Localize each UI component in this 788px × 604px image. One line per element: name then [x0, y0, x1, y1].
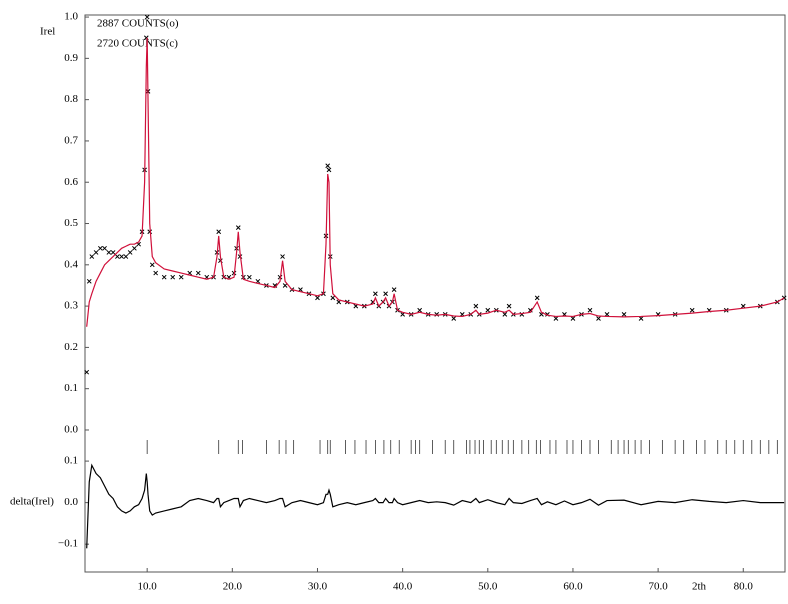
- observed-point: [451, 316, 457, 321]
- observed-point: [506, 303, 512, 309]
- x-tick-label: 20.0: [223, 581, 243, 593]
- y-tick-label: 0.2: [64, 341, 78, 353]
- observed-point: [621, 312, 627, 317]
- observed-point: [326, 167, 332, 173]
- y-tick-label: 0.7: [64, 134, 78, 146]
- x-tick-label: 70.0: [648, 581, 668, 593]
- observed-point: [638, 316, 644, 321]
- x-tick-label: 30.0: [308, 581, 328, 593]
- observed-point: [89, 254, 95, 259]
- y-tick-label: 0.6: [64, 176, 78, 188]
- x-tick-label: 40.0: [393, 581, 413, 593]
- y-axis-label: delta(Irel): [10, 496, 54, 508]
- x-tick-label: 60.0: [563, 581, 583, 593]
- observed-point: [604, 312, 610, 317]
- y-tick-label: 0.4: [64, 258, 78, 270]
- observed-point: [127, 250, 133, 255]
- series-line: [86, 463, 785, 549]
- y-axis-label: Irel: [40, 26, 55, 38]
- observed-point: [195, 270, 201, 276]
- plot-frame: [84, 14, 786, 573]
- observed-point: [119, 254, 124, 259]
- y-tick-label: 0.5: [64, 217, 78, 229]
- y-tick-label: 1.0: [64, 11, 78, 23]
- x-tick-label: 10.0: [138, 581, 158, 593]
- observed-point: [534, 295, 540, 301]
- y-tick-label: 0.3: [64, 300, 78, 312]
- observed-point: [106, 250, 112, 255]
- observed-point: [434, 312, 440, 317]
- observed-point: [170, 274, 176, 280]
- observed-point: [97, 245, 103, 251]
- observed-point: [216, 229, 222, 235]
- x-tick-label: 50.0: [478, 581, 498, 593]
- observed-point: [417, 307, 423, 313]
- y-tick-label: −0.1: [58, 538, 78, 550]
- observed-point: [84, 369, 90, 375]
- observed-point: [325, 163, 331, 169]
- observed-point: [485, 307, 491, 313]
- observed-point: [247, 274, 252, 280]
- observed-point: [102, 245, 107, 251]
- observed-point: [473, 303, 479, 309]
- observed-point: [383, 291, 388, 297]
- observed-point: [153, 270, 159, 276]
- observed-point: [373, 291, 378, 297]
- observed-point: [280, 254, 285, 259]
- annotation: 2887 COUNTS(o): [97, 18, 179, 30]
- observed-point: [330, 295, 336, 301]
- y-tick-label: 0.1: [64, 382, 78, 394]
- observed-point: [553, 316, 559, 321]
- x-tick-label: 80.0: [734, 581, 754, 593]
- observed-point: [391, 287, 397, 292]
- observed-point: [235, 225, 241, 231]
- observed-point: [282, 283, 288, 288]
- observed-point: [587, 307, 593, 313]
- observed-point: [110, 250, 116, 255]
- observed-point: [161, 274, 167, 280]
- y-tick-label: 0.1: [64, 455, 78, 467]
- observed-point: [115, 254, 120, 259]
- observed-point: [86, 278, 92, 284]
- series-line: [86, 37, 785, 327]
- annotation: 2720 COUNTS(c): [97, 38, 178, 50]
- x-axis-label: 2th: [692, 581, 707, 593]
- observed-point: [132, 245, 137, 251]
- observed-point: [570, 316, 576, 321]
- y-tick-label: 0.8: [64, 93, 78, 105]
- observed-point: [528, 307, 533, 313]
- observed-point: [144, 14, 150, 20]
- observed-point: [149, 262, 155, 268]
- observed-point: [123, 254, 129, 259]
- y-tick-label: 0.0: [64, 424, 78, 436]
- observed-point: [315, 295, 320, 301]
- observed-point: [93, 250, 99, 255]
- observed-point: [502, 312, 508, 317]
- observed-point: [596, 316, 601, 321]
- y-tick-label: 0.0: [64, 496, 78, 508]
- observed-point: [689, 307, 695, 313]
- observed-point: [178, 274, 184, 280]
- y-tick-label: 0.9: [64, 52, 78, 64]
